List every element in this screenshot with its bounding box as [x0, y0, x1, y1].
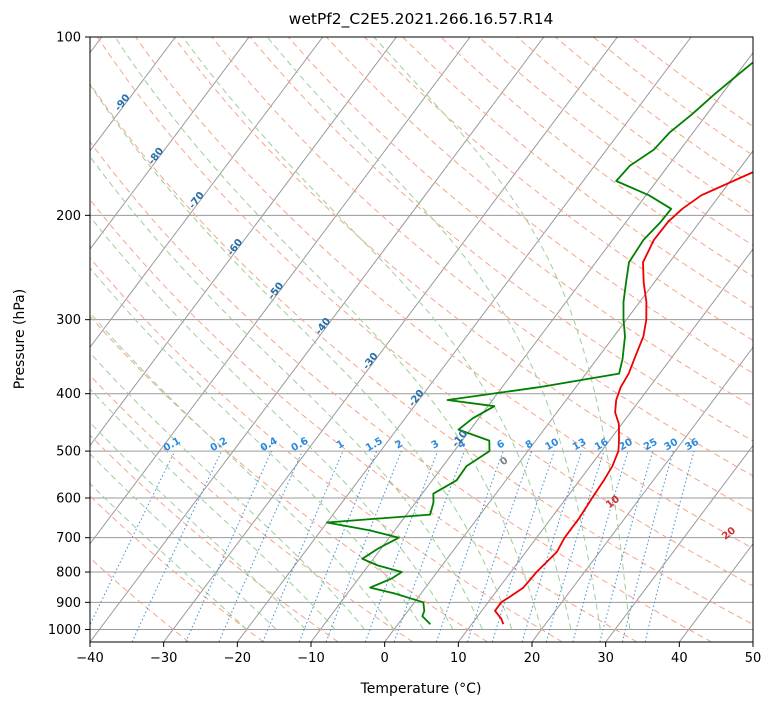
mixing-ratio-line	[218, 450, 303, 642]
y-tick-label: 600	[56, 492, 81, 507]
isotherm-line	[90, 37, 397, 447]
mixing-ratio-line	[491, 450, 555, 642]
isotherm-line	[531, 346, 753, 642]
y-tick-label: 900	[56, 596, 81, 611]
x-tick-label: 40	[671, 651, 688, 666]
moist-adiabat-line	[182, 37, 572, 630]
dry-adiabat-line	[96, 37, 753, 587]
moist-adiabat-line	[90, 453, 277, 630]
x-tick-label: 20	[524, 651, 541, 666]
mixing-ratio-label: 2	[393, 438, 405, 451]
mixing-ratio-line	[185, 450, 272, 642]
moist-adiabat-line	[373, 37, 631, 630]
y-tick-label: 500	[56, 445, 81, 460]
mixing-ratio-line	[621, 450, 674, 642]
mixing-ratio-line	[298, 450, 378, 642]
dry-adiabat-line	[135, 37, 753, 550]
dry-adiabat-line	[90, 83, 753, 625]
isotherm-line	[90, 37, 176, 152]
mixing-ratio-line	[599, 450, 654, 642]
mixing-ratio-label: 6	[495, 438, 507, 451]
x-axis-title: Temperature (°C)	[360, 681, 482, 697]
label-layer: 0.10.20.40.611.52346810131620253036-100-…	[90, 47, 738, 543]
moist-adiabat-line	[114, 37, 542, 630]
y-tick-label: 100	[56, 31, 81, 46]
y-tick-label: 800	[56, 566, 81, 581]
mixing-ratio-line	[262, 450, 344, 642]
isotherm-line	[457, 248, 753, 642]
mixing-ratio-label: 3	[430, 438, 442, 451]
mixing-ratio-label: 8	[524, 438, 536, 451]
mixing-ratio-line	[393, 450, 465, 642]
data-layer	[326, 61, 753, 625]
x-tick-label: −10	[297, 651, 324, 666]
y-axis-title: Pressure (hPa)	[12, 289, 28, 389]
mixing-ratio-line	[545, 450, 605, 642]
moist-adiabat-line	[267, 37, 601, 630]
moist-adiabat-line	[90, 155, 483, 630]
dry-adiabat-line	[173, 37, 753, 513]
isotherm-line	[90, 37, 324, 349]
y-tick-label: 300	[56, 313, 81, 328]
mixing-ratio-label: 4	[456, 438, 468, 451]
moist-adiabat-line	[90, 215, 454, 630]
dry-adiabat-line	[402, 37, 753, 309]
plot-frame	[89, 36, 754, 643]
mixing-ratio-label: 1	[335, 438, 347, 451]
dry-adiabat-line	[211, 37, 753, 477]
temperature-profile	[494, 171, 753, 625]
mixing-ratio-line	[521, 450, 583, 642]
tick-layer: −40 −30 −20 −10 0 10 20 30 40 50 100 200 300 400 500 60…	[48, 31, 761, 667]
mixing-ratio-line	[644, 450, 695, 642]
moist-adiabat-line	[90, 421, 307, 630]
moist-adiabat-line	[90, 352, 365, 630]
y-tick-label: 1000	[48, 623, 81, 638]
x-tick-label: 50	[745, 651, 762, 666]
mixing-ratio-line	[364, 450, 439, 642]
mixing-ratio-line	[572, 450, 629, 642]
moist-adiabat-line	[90, 84, 513, 630]
isotherm-line	[90, 37, 250, 250]
x-tick-label: 30	[597, 651, 614, 666]
mixing-ratio-line	[90, 450, 176, 626]
moist-adiabat-line	[90, 482, 248, 630]
dry-adiabat-line	[90, 374, 414, 642]
dry-adiabat-line	[249, 37, 753, 442]
moist-adiabat-line	[90, 388, 336, 630]
moist-adiabat-line	[90, 311, 395, 630]
dry-adiabat-line	[90, 198, 638, 642]
isotherm-line	[90, 37, 545, 642]
x-tick-label: −30	[150, 651, 177, 666]
isotherm-line	[310, 51, 753, 642]
dewpoint-profile	[326, 61, 753, 625]
isotherm-line	[163, 37, 618, 642]
mixing-ratio-line	[325, 450, 402, 642]
dry-adiabat-line	[364, 37, 753, 341]
x-tick-label: 0	[381, 651, 389, 666]
y-tick-label: 700	[56, 531, 81, 546]
moist-adiabat-line	[90, 267, 424, 630]
x-tick-label: 10	[450, 651, 467, 666]
x-tick-label: −20	[224, 651, 251, 666]
chart-title: wetPf2_C2E5.2021.266.16.57.R14	[289, 10, 554, 29]
mixing-ratio-line	[435, 450, 504, 642]
isotherm-line	[384, 150, 753, 642]
x-tick-label: −40	[76, 651, 103, 666]
y-tick-label: 400	[56, 387, 81, 402]
isotherm-line	[236, 37, 692, 642]
dry-adiabat-line	[90, 257, 563, 642]
grid-layer	[90, 37, 753, 642]
mixing-ratio-line	[467, 450, 533, 642]
y-tick-label: 200	[56, 209, 81, 224]
isotherm-line	[605, 444, 753, 642]
isotherm-line	[90, 37, 471, 545]
dry-adiabat-line	[90, 140, 712, 642]
